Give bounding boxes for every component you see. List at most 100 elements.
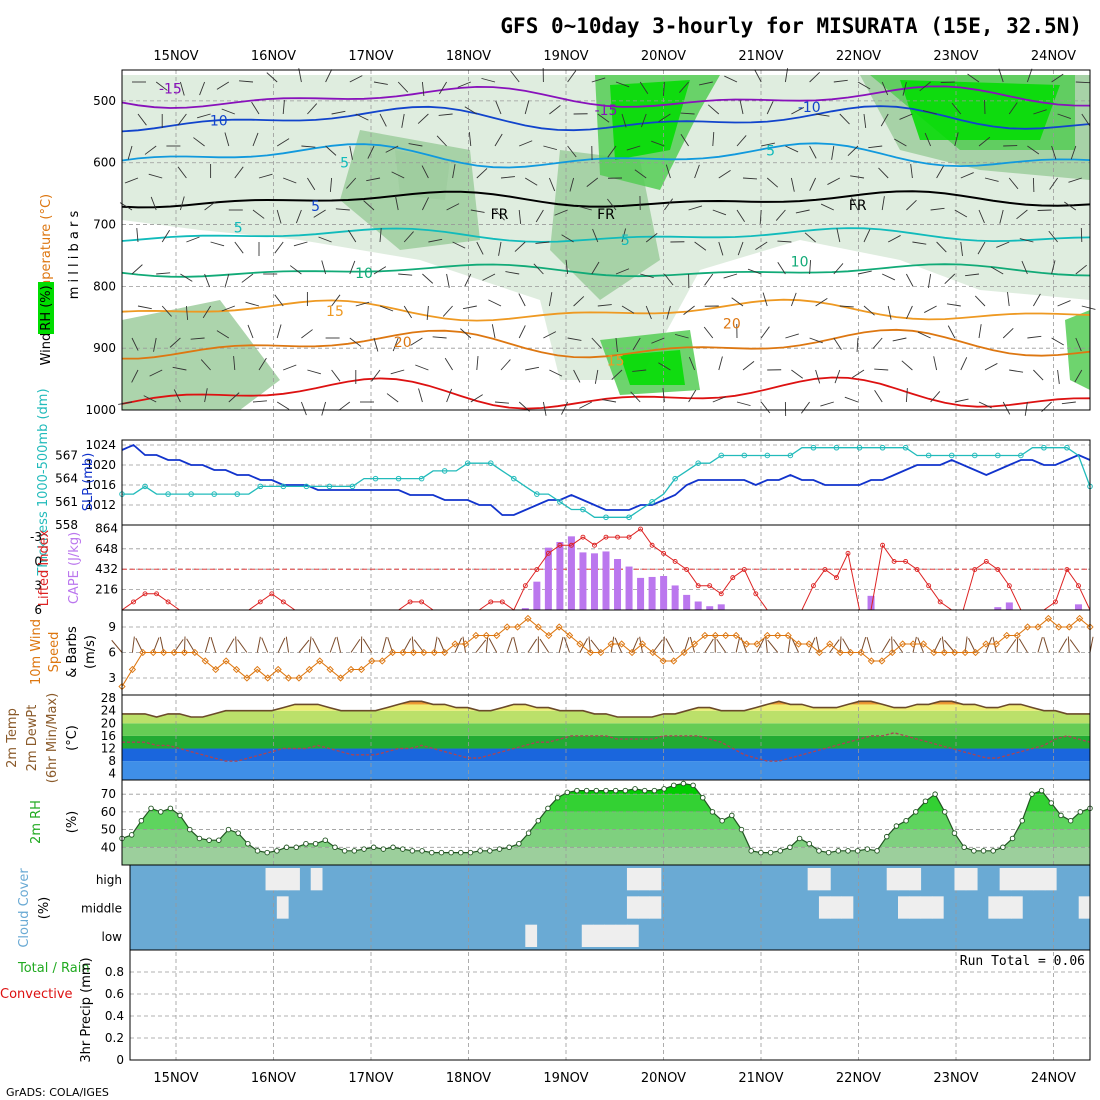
wind-speed-point (951, 648, 959, 657)
wind-speed-point (565, 631, 574, 640)
temperature-axis-label: Temperature (°C) (39, 194, 54, 307)
rh-point (293, 844, 299, 851)
wind-speed-point (264, 674, 272, 682)
wind-speed-point (815, 648, 824, 657)
surface-wind-barb (1016, 636, 1019, 653)
rh-point (632, 786, 638, 792)
wind-barb (408, 143, 423, 147)
wind-barb (494, 133, 503, 147)
wind-barb (457, 81, 471, 88)
rh-point (187, 826, 193, 833)
thickness-tick-label: 561 (55, 495, 78, 509)
surface-wind-barb (716, 638, 727, 653)
wind-barb (190, 337, 205, 340)
cape-bar (614, 559, 622, 610)
wind-barb (815, 369, 821, 384)
wind-barb (127, 145, 133, 160)
wind-barb (258, 357, 267, 371)
precip-convective-label: Convective (0, 987, 73, 1002)
cloud-clear-cell (1010, 868, 1023, 891)
cape-bar (1074, 604, 1082, 610)
wind-barb (683, 305, 695, 315)
surface-wind-barb (173, 639, 184, 653)
thickness-point (211, 491, 217, 497)
wind-barb (216, 330, 230, 339)
wind-barb (954, 209, 968, 218)
thickness-point (188, 491, 194, 497)
wind-speed-point (222, 657, 230, 665)
lifted-index-point (834, 575, 839, 581)
lifted-index-point (154, 591, 160, 597)
rh-point (932, 791, 938, 797)
wind-speed-point (128, 665, 137, 674)
wind-barb (518, 293, 526, 307)
wind-speed-point (836, 648, 844, 657)
wind-speed-point (701, 631, 709, 640)
wind-barb (694, 241, 707, 251)
wind-barb (251, 101, 260, 115)
wind-barb (421, 165, 429, 179)
cloud-row-label: middle (81, 902, 122, 916)
wind-barb (482, 273, 496, 281)
rh2m-axis-label: 2m RH (29, 800, 44, 844)
lifted-index-point (557, 542, 563, 548)
wind-barb (442, 305, 453, 317)
wind-barb (951, 102, 962, 115)
wind-barb (565, 260, 569, 275)
wind-barb (347, 229, 357, 243)
wind-barb (392, 337, 399, 352)
surface-wind-barb (829, 639, 840, 653)
wind-barb (809, 145, 817, 159)
wind-barb (452, 164, 456, 179)
wind-speed-point (753, 640, 761, 648)
date-label-top: 20NOV (641, 49, 686, 64)
rh-point (1000, 844, 1006, 851)
wind-barb (755, 241, 768, 251)
wind-speed-point (899, 640, 907, 648)
wind-barb (974, 295, 986, 307)
rh-shading (900, 80, 1060, 140)
lifted-index-point (845, 550, 851, 556)
rh-point (738, 826, 745, 833)
lifted-index-point (983, 558, 989, 564)
wind-barb (863, 229, 871, 243)
contour-label: -10 (798, 100, 821, 116)
wind-barb (836, 228, 841, 243)
wind-barb (373, 81, 388, 85)
wind-barb (597, 113, 610, 123)
thickness-point (787, 452, 794, 459)
rh-point (622, 787, 629, 794)
lifted-index-point (407, 599, 413, 605)
rh-point (332, 844, 338, 851)
thickness-point (372, 475, 379, 482)
wind-barb (791, 369, 803, 379)
wind-barb (224, 273, 230, 288)
wind-barb (887, 235, 901, 243)
rh-point (1038, 787, 1045, 794)
wind-speed-point (472, 631, 480, 640)
cloud-clear-cell (626, 924, 639, 947)
rh-point (545, 805, 551, 812)
wind-barb (349, 145, 353, 160)
lifted-index-point (903, 558, 909, 564)
date-label-top: 18NOV (446, 49, 491, 64)
lifted-index-point (615, 534, 620, 540)
wind-barb (321, 260, 327, 275)
wind-barb (204, 201, 217, 211)
thickness-point (257, 483, 264, 490)
wind-speed-point (1075, 614, 1084, 623)
wind-barb (535, 241, 550, 244)
wind-barb (930, 207, 945, 211)
rh-point (409, 848, 416, 854)
wind-barb (373, 337, 379, 352)
wind-speed-line (121, 617, 1091, 687)
wind-barb (874, 368, 889, 371)
lifted-index-point (499, 599, 505, 605)
rh-point (816, 848, 822, 854)
rh-point (825, 849, 832, 856)
cloud-clear-cell (999, 896, 1012, 919)
wind-barb (301, 145, 316, 148)
rh-point (690, 782, 696, 789)
wind-barb (1057, 113, 1071, 119)
wind-barb (177, 113, 187, 126)
